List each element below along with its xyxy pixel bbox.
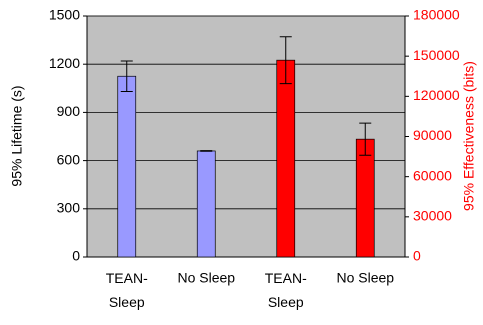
y2-tick-label: 180000	[413, 7, 460, 23]
y-tick-label: 600	[57, 151, 81, 167]
y2-axis-title: 95% Effectiveness (bits)	[461, 61, 477, 211]
y2-tick-label: 30000	[413, 208, 452, 224]
y-tick-label: 1200	[49, 55, 80, 71]
error-bar	[359, 122, 372, 156]
bar	[117, 75, 137, 258]
x-tick-label: No Sleep	[177, 270, 235, 286]
x-tick-label: TEAN-Sleep	[106, 270, 148, 310]
bar	[355, 138, 375, 258]
bar	[196, 150, 216, 258]
x-tick-label: TEAN-Sleep	[265, 270, 307, 310]
y2-tick-label: 120000	[413, 87, 460, 103]
error-bar	[200, 150, 213, 152]
bar	[276, 59, 296, 258]
y2-tick-label: 90000	[413, 127, 452, 143]
error-bar	[120, 60, 133, 93]
error-bar	[279, 36, 292, 85]
plot-area	[86, 15, 406, 258]
y-tick-label: 1500	[49, 7, 80, 23]
x-tick-label: No Sleep	[336, 270, 394, 286]
y2-tick-label: 60000	[413, 167, 452, 183]
y-axis-title: 95% Lifetime (s)	[9, 85, 25, 186]
y-tick-label: 900	[57, 103, 81, 119]
y2-tick-label: 0	[413, 248, 421, 264]
y-tick-label: 0	[72, 248, 80, 264]
y-tick-label: 300	[57, 200, 81, 216]
y2-tick-label: 150000	[413, 47, 460, 63]
